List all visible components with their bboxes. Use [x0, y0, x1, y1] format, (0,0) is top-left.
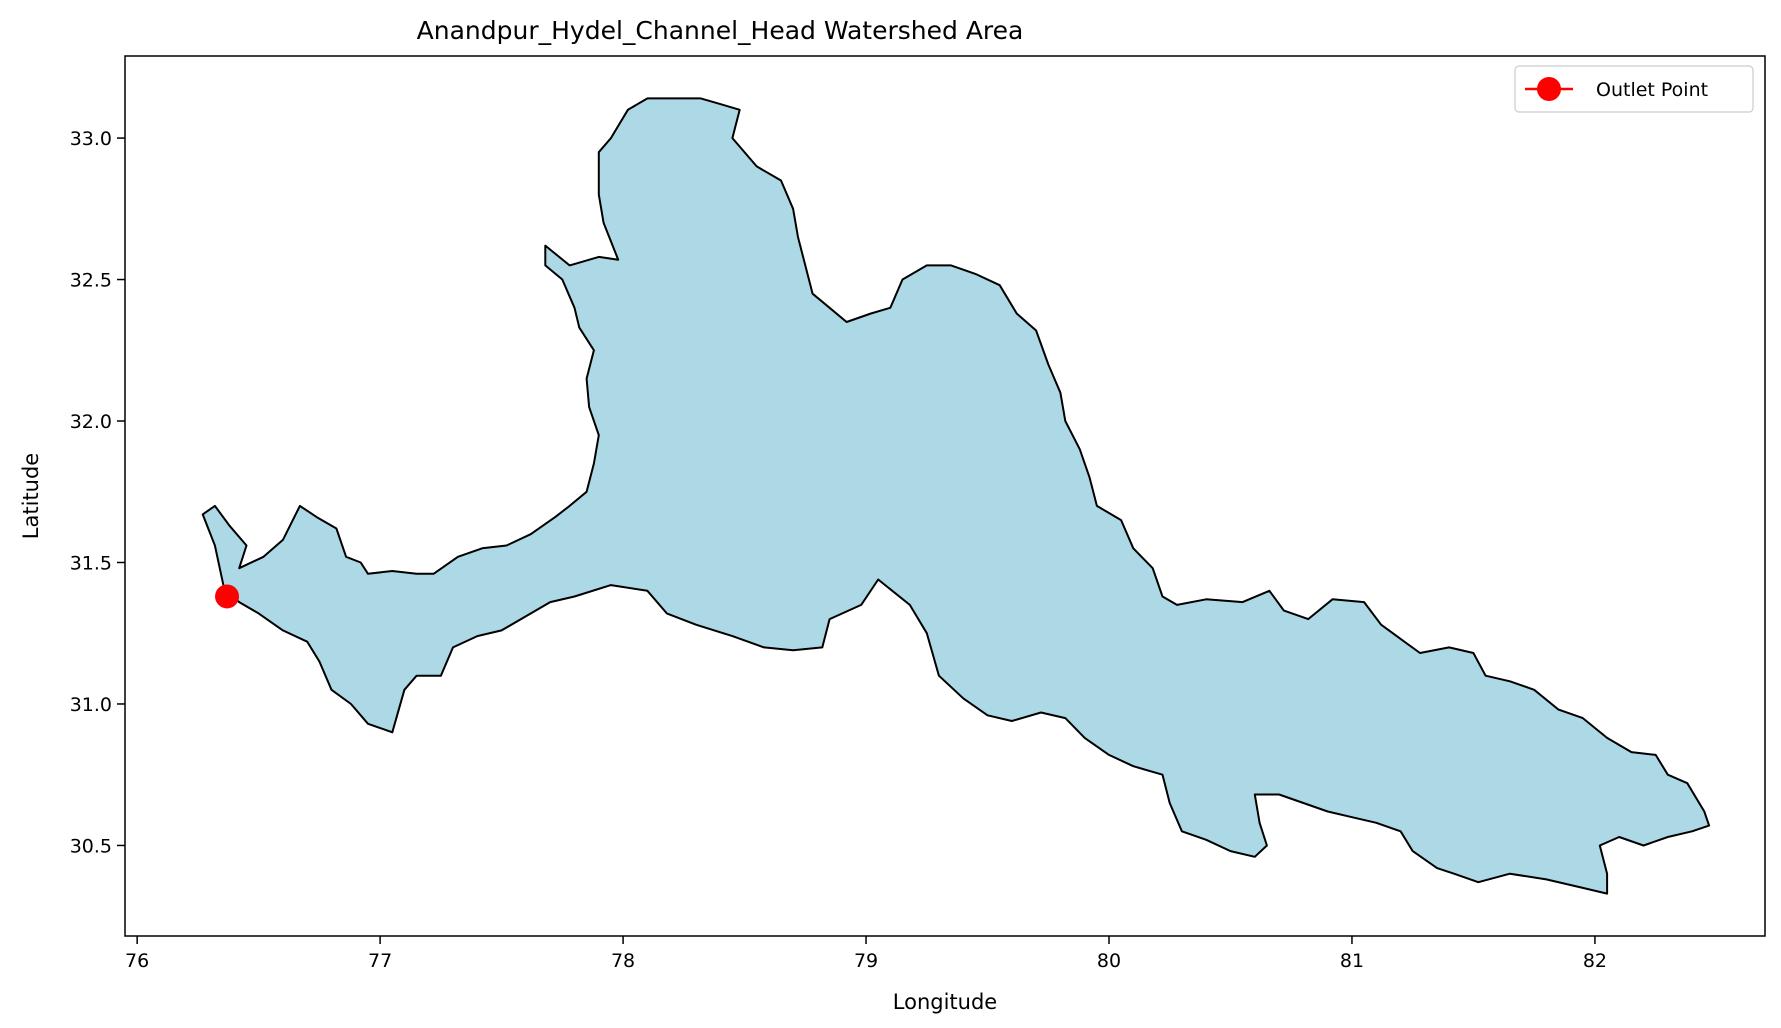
x-tick-label: 77	[368, 950, 392, 972]
y-axis-ticks: 30.5 31.0 31.5 32.0 32.5 33.0	[70, 128, 125, 857]
plot-frame	[124, 55, 1766, 937]
x-tick-label: 81	[1340, 950, 1364, 972]
x-tick-label: 80	[1097, 950, 1121, 972]
y-tick-label: 32.5	[70, 270, 112, 292]
x-axis-ticks: 76 77 78 79 80 81 82	[125, 936, 1607, 972]
y-tick-label: 30.5	[70, 835, 112, 857]
legend: Outlet Point	[1514, 65, 1754, 113]
watershed-polygon	[201, 97, 1711, 895]
x-tick-label: 76	[125, 950, 149, 972]
y-tick-label: 32.0	[70, 411, 112, 433]
legend-marker	[1537, 77, 1561, 101]
chart-title: Anandpur_Hydel_Channel_Head Watershed Ar…	[417, 16, 1024, 45]
y-axis-label: Latitude	[19, 453, 43, 539]
legend-entry-outlet-point: Outlet Point	[1596, 79, 1708, 101]
legend-box	[1514, 65, 1754, 113]
outlet-point-marker	[215, 584, 240, 609]
y-tick-label: 31.5	[70, 552, 112, 574]
outlet-layer	[215, 584, 240, 609]
y-tick-label: 33.0	[70, 128, 112, 150]
y-tick-label: 31.0	[70, 694, 112, 716]
x-tick-label: 79	[854, 950, 878, 972]
x-tick-label: 78	[611, 950, 635, 972]
x-axis-label: Longitude	[893, 990, 997, 1014]
x-tick-label: 82	[1583, 950, 1607, 972]
